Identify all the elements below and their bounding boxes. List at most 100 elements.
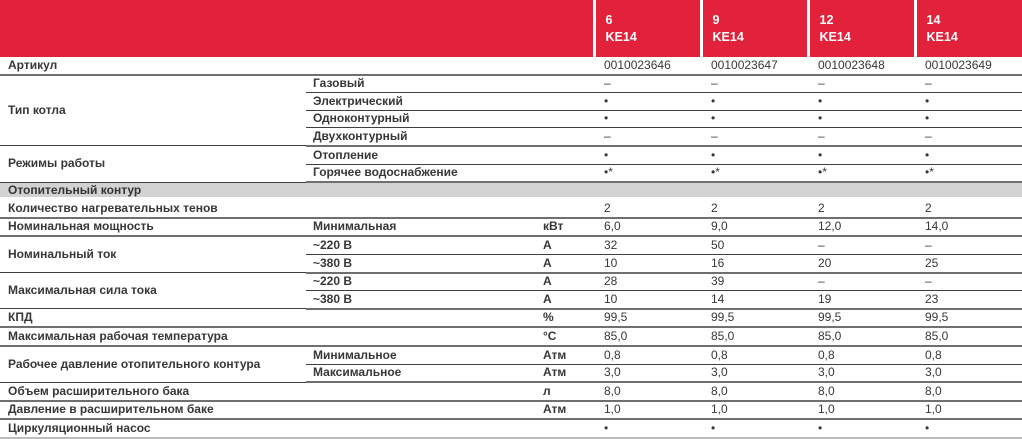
value-cell: •*: [594, 164, 701, 184]
value-cell: •: [701, 110, 808, 129]
value-cell: 39: [701, 272, 808, 292]
unit-cell: Атм: [540, 400, 594, 421]
value-cell: •: [594, 145, 701, 165]
row-expansion-tank-volume: Объем расширительного бака л 8,0 8,0 8,0…: [0, 382, 1022, 402]
value-cell: •: [915, 419, 1022, 439]
row-label: Максимальная сила тока: [0, 272, 306, 310]
value-cell: •: [808, 92, 915, 111]
row-nominal-current-380: ~380 В А 10 16 20 25: [0, 254, 1022, 274]
model-power: 6: [605, 12, 613, 27]
row-label: Объем расширительного бака: [0, 382, 540, 402]
value-cell: 0,8: [594, 345, 701, 365]
value-cell: 3,0: [594, 364, 701, 384]
sub-label: Электрический: [306, 92, 594, 111]
model-power: 12: [819, 12, 834, 27]
value-cell: 0,8: [808, 345, 915, 365]
unit-cell: А: [540, 236, 594, 255]
sub-label: ~220 В: [306, 272, 540, 292]
row-max-working-temperature: Максимальная рабочая температура °С 85,0…: [0, 327, 1022, 347]
value-cell: •: [808, 110, 915, 129]
row-nominal-current-220: Номинальный ток ~220 В А 32 50 – –: [0, 236, 1022, 274]
unit-cell: %: [540, 308, 594, 329]
value-cell: 85,0: [701, 327, 808, 347]
value-cell: 25: [915, 254, 1022, 274]
row-article: Артикул 0010023646 0010023647 0010023648…: [0, 57, 1022, 76]
value-cell: –: [915, 127, 1022, 147]
value-cell: 3,0: [701, 364, 808, 384]
value-cell: 8,0: [915, 382, 1022, 402]
sub-label: Горячее водоснабжение: [306, 164, 594, 184]
sub-label: Отопление: [306, 145, 594, 165]
value-cell: 10: [594, 254, 701, 274]
value-cell: 0,8: [701, 345, 808, 365]
value-cell: 19: [808, 290, 915, 310]
sub-label: Двухконтурный: [306, 127, 594, 147]
model-name: KE14: [605, 29, 637, 44]
row-label: Рабочее давление отопительного контура: [0, 345, 306, 383]
value-cell: •*: [701, 164, 808, 184]
header-row: 6 KE14 9 KE14 12 KE14 14 KE14: [0, 0, 1022, 57]
column-header-6ke14: 6 KE14: [592, 0, 701, 57]
row-boiler-type-single-circuit: Одноконтурный • • • •: [0, 110, 1022, 129]
row-working-pressure-max: Максимальное Атм 3,0 3,0 3,0 3,0: [0, 364, 1022, 384]
value-cell: •*: [808, 164, 915, 184]
row-nominal-power-min: Номинальная мощность Минимальная кВт 6,0…: [0, 217, 1022, 238]
value-cell: 14: [701, 290, 808, 310]
value-cell: 12,0: [808, 217, 915, 238]
value-cell: –: [808, 272, 915, 292]
model-name: KE14: [712, 29, 744, 44]
row-boiler-type-electric: Электрический • • • •: [0, 92, 1022, 111]
column-header-12ke14: 12 KE14: [806, 0, 915, 57]
row-label: Режимы работы: [0, 145, 306, 183]
row-label: КПД: [0, 308, 540, 329]
value-cell: 2: [808, 198, 915, 219]
value-cell: 1,0: [701, 400, 808, 421]
value-cell: •*: [915, 164, 1022, 184]
model-power: 9: [712, 12, 720, 27]
value-cell: 85,0: [594, 327, 701, 347]
value-cell: 0010023648: [808, 57, 915, 76]
unit-cell: л: [540, 382, 594, 402]
unit-cell: А: [540, 254, 594, 274]
row-max-current-220: Максимальная сила тока ~220 В А 28 39 – …: [0, 272, 1022, 310]
section-header: Отопительный контур: [0, 182, 1022, 201]
row-label: Давление в расширительном баке: [0, 400, 540, 421]
section-heating-circuit: Отопительный контур: [0, 182, 1022, 201]
value-cell: 0,8: [915, 345, 1022, 365]
row-working-pressure-min: Рабочее давление отопительного контура М…: [0, 345, 1022, 383]
value-cell: –: [594, 74, 701, 94]
table-header: 6 KE14 9 KE14 12 KE14 14 KE14: [0, 0, 1022, 57]
value-cell: 3,0: [915, 364, 1022, 384]
value-cell: 1,0: [915, 400, 1022, 421]
value-cell: –: [808, 127, 915, 147]
sub-label: ~380 В: [306, 290, 540, 310]
value-cell: 2: [701, 198, 808, 219]
value-cell: –: [701, 127, 808, 147]
value-cell: 3,0: [808, 364, 915, 384]
value-cell: –: [915, 74, 1022, 94]
row-efficiency: КПД % 99,5 99,5 99,5 99,5: [0, 308, 1022, 329]
model-name: KE14: [926, 29, 958, 44]
value-cell: 0010023647: [701, 57, 808, 76]
model-name: KE14: [819, 29, 851, 44]
value-cell: 2: [594, 198, 701, 219]
value-cell: 28: [594, 272, 701, 292]
value-cell: 99,5: [594, 308, 701, 329]
row-mode-heating: Режимы работы Отопление • • • •: [0, 145, 1022, 183]
row-expansion-tank-pressure: Давление в расширительном баке Атм 1,0 1…: [0, 400, 1022, 421]
value-cell: •: [915, 110, 1022, 129]
row-boiler-type-double-circuit: Двухконтурный – – – –: [0, 127, 1022, 147]
value-cell: 8,0: [808, 382, 915, 402]
value-cell: •: [594, 110, 701, 129]
value-cell: 10: [594, 290, 701, 310]
sub-label: Одноконтурный: [306, 110, 594, 129]
row-label: Циркуляционный насос: [0, 419, 594, 439]
sub-label: ~220 В: [306, 236, 540, 255]
row-circulation-pump: Циркуляционный насос • • • •: [0, 419, 1022, 439]
unit-cell: А: [540, 272, 594, 292]
sub-label: ~380 В: [306, 254, 540, 274]
value-cell: –: [701, 74, 808, 94]
value-cell: 32: [594, 236, 701, 255]
sub-label: Максимальное: [306, 364, 540, 384]
